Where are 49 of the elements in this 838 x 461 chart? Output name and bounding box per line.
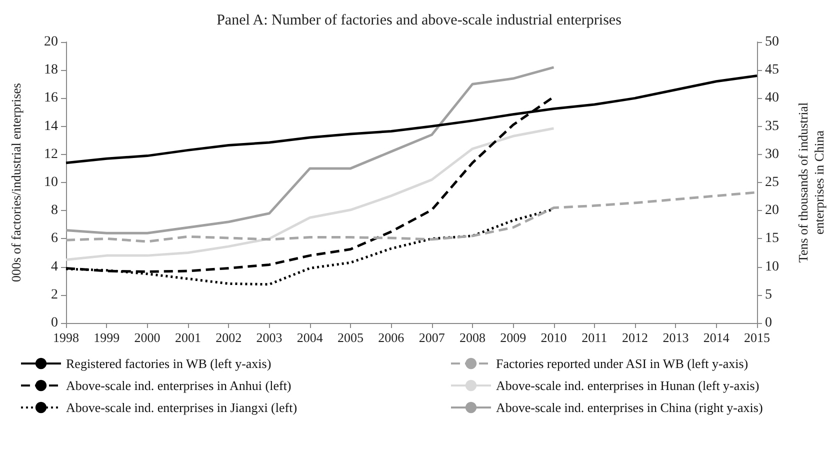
- y2-tick-label: 5: [765, 287, 772, 302]
- y-tick-label: 0: [51, 316, 58, 330]
- x-tick-label: 2002: [216, 330, 242, 345]
- y2-tick-label: 25: [765, 175, 779, 190]
- x-tick-label: 2015: [744, 330, 770, 345]
- y2-tick-label: 20: [765, 203, 779, 218]
- legend-label: Above-scale ind. enterprises in Jiangxi (left): [66, 400, 298, 415]
- x-tick-label: 2009: [500, 330, 526, 345]
- y2-tick-label: 50: [765, 34, 779, 50]
- y2-axis-title: Tens of thousands of industrial enterprises in China: [796, 102, 826, 263]
- x-tick-label: 2007: [418, 330, 446, 345]
- y-tick-label: 16: [44, 90, 58, 106]
- x-tick-label: 2013: [662, 330, 689, 345]
- legend-label: Above-scale ind. enterprises in Hunan (left y-axis): [496, 378, 760, 393]
- chart-title: Panel A: Number of factories and above-scale industrial enterprises: [216, 12, 622, 28]
- y2-tick-label: 40: [765, 90, 779, 106]
- legend-label: Above-scale ind. enterprises in China (right y-axis): [496, 400, 763, 415]
- y-tick-label: 2: [51, 287, 58, 302]
- y2-tick-label: 35: [765, 118, 779, 134]
- y2-tick-label: 0: [765, 316, 772, 330]
- legend-label: Factories reported under ASI in WB (left y-axis): [496, 356, 748, 371]
- x-tick-label: 2004: [296, 330, 324, 345]
- x-tick-label: 2005: [338, 330, 364, 345]
- y-axis-title: 000s of factories/industrial enterprises: [8, 83, 24, 282]
- y-tick-label: 20: [44, 34, 58, 50]
- x-tick-label: 2010: [540, 330, 567, 345]
- y-tick-label: 8: [51, 203, 58, 218]
- y-tick-label: 10: [44, 175, 58, 190]
- x-tick-label: 2014: [703, 330, 730, 345]
- x-tick-label: 2008: [459, 330, 486, 345]
- y2-tick-label: 10: [765, 259, 779, 274]
- y2-tick-label: 45: [765, 62, 779, 78]
- x-tick-label: 2003: [256, 330, 282, 345]
- x-tick-label: 2000: [134, 330, 160, 345]
- y-tick-label: 6: [51, 231, 58, 246]
- y2-tick-label: 30: [765, 146, 779, 162]
- x-tick-label: 1999: [94, 330, 120, 345]
- x-tick-label: 1998: [53, 330, 79, 345]
- y-tick-label: 18: [44, 62, 58, 78]
- x-tick-label: 2001: [174, 330, 201, 345]
- x-tick-label: 2006: [378, 330, 405, 345]
- legend-label: Above-scale ind. enterprises in Anhui (left): [66, 378, 292, 393]
- y-tick-label: 4: [51, 259, 58, 274]
- x-tick-label: 2011: [582, 330, 608, 345]
- legend-label: Registered factories in WB (left y-axis): [66, 356, 272, 371]
- y-tick-label: 12: [44, 146, 58, 162]
- y2-tick-label: 15: [765, 231, 779, 246]
- y-tick-label: 14: [44, 118, 58, 134]
- x-tick-label: 2012: [622, 330, 648, 345]
